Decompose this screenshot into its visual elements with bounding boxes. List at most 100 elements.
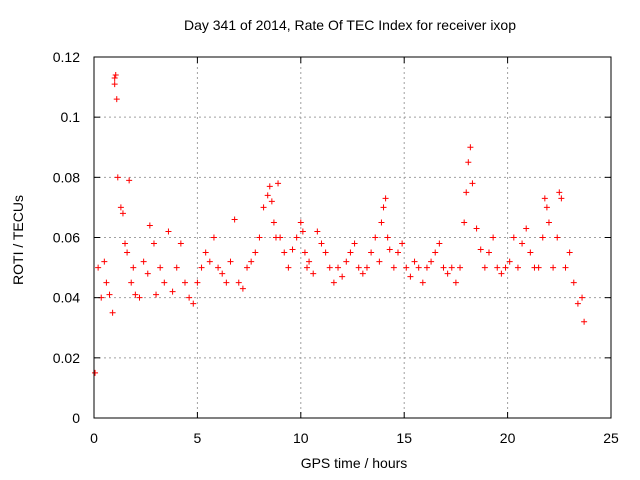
data-point (457, 264, 464, 271)
x-tick-label: 25 (603, 430, 619, 446)
data-point (351, 240, 358, 247)
data-point (469, 180, 476, 187)
data-point (198, 264, 205, 271)
data-point (579, 294, 586, 301)
data-point (498, 270, 505, 277)
data-point (506, 258, 513, 265)
data-point (423, 264, 430, 271)
data-point (378, 219, 385, 226)
data-point (343, 258, 350, 265)
x-tick-label: 5 (194, 430, 202, 446)
y-tick-label: 0.06 (53, 230, 80, 246)
data-point (363, 264, 370, 271)
data-point (440, 264, 447, 271)
data-point (256, 234, 263, 241)
data-point (390, 264, 397, 271)
data-point (304, 264, 311, 271)
data-point (380, 204, 387, 211)
data-point (514, 264, 521, 271)
data-point (545, 219, 552, 226)
data-point (485, 249, 492, 256)
data-point (301, 249, 308, 256)
data-point (202, 249, 209, 256)
data-point (219, 270, 226, 277)
data-point (293, 234, 300, 241)
data-point (554, 234, 561, 241)
data-point (444, 270, 451, 277)
data-point (215, 264, 222, 271)
data-point (436, 240, 443, 247)
x-tick-label: 20 (500, 430, 516, 446)
data-point (165, 228, 172, 235)
data-point (411, 258, 418, 265)
data-point (463, 189, 470, 196)
data-point (194, 279, 201, 286)
y-tick-label: 0.04 (53, 290, 80, 306)
data-point (382, 195, 389, 202)
y-tick-label: 0 (72, 410, 80, 426)
data-point (359, 270, 366, 277)
data-point (539, 234, 546, 241)
data-point (103, 279, 110, 286)
data-point (467, 144, 474, 151)
data-point (310, 270, 317, 277)
data-point (330, 279, 337, 286)
data-point (490, 234, 497, 241)
data-point (432, 249, 439, 256)
data-point (146, 222, 153, 229)
data-point (574, 300, 581, 307)
data-point (227, 258, 234, 265)
data-point (289, 246, 296, 253)
data-point (448, 264, 455, 271)
data-point (114, 174, 121, 181)
data-point (281, 249, 288, 256)
data-point (581, 318, 588, 325)
x-axis-label: GPS time / hours (300, 455, 408, 471)
data-point (266, 183, 273, 190)
data-point (109, 309, 116, 316)
data-point (570, 279, 577, 286)
data-point (339, 273, 346, 280)
data-point (297, 219, 304, 226)
data-point (186, 294, 193, 301)
data-point (394, 249, 401, 256)
data-point (231, 216, 238, 223)
data-point (419, 279, 426, 286)
data-point (415, 264, 422, 271)
data-point (190, 300, 197, 307)
data-point (122, 240, 129, 247)
data-point (494, 264, 501, 271)
data-point (252, 249, 259, 256)
data-point (95, 264, 102, 271)
data-point (285, 264, 292, 271)
chart-title: Day 341 of 2014, Rate Of TEC Index for r… (183, 17, 517, 33)
data-point (111, 75, 118, 82)
data-point (119, 210, 126, 217)
data-point (519, 240, 526, 247)
data-point (113, 96, 120, 103)
data-point (523, 225, 530, 232)
data-point (144, 270, 151, 277)
data-point (399, 240, 406, 247)
data-point (270, 219, 277, 226)
y-tick-label: 0.02 (53, 350, 80, 366)
data-point (386, 246, 393, 253)
data-point (173, 264, 180, 271)
data-point (268, 198, 275, 205)
data-point (260, 204, 267, 211)
data-point (161, 279, 168, 286)
data-point (140, 258, 147, 265)
data-point (355, 264, 362, 271)
data-point (248, 258, 255, 265)
data-point (111, 81, 118, 88)
data-point (223, 279, 230, 286)
data-point (169, 288, 176, 295)
y-tick-label: 0.12 (53, 49, 80, 65)
data-points (92, 72, 588, 376)
data-point (322, 249, 329, 256)
data-point (299, 228, 306, 235)
data-point (566, 249, 573, 256)
y-tick-label: 0.1 (61, 109, 81, 125)
